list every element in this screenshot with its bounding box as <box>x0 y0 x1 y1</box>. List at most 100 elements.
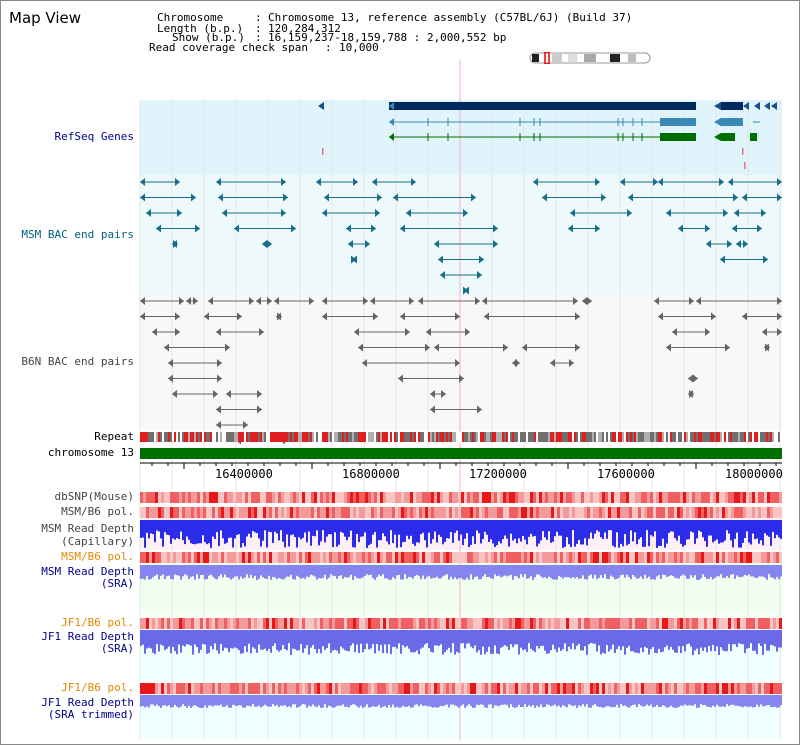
axis-tick-label-1: 16400000 <box>215 467 273 481</box>
bac-pair <box>430 390 446 398</box>
axis-tick-label-3: 17200000 <box>469 467 527 481</box>
bac-pair <box>140 312 180 321</box>
bac-pair <box>418 297 480 305</box>
msm-bac-end-pairs <box>140 178 782 295</box>
genome-track-panel[interactable] <box>138 0 784 745</box>
bac-pair <box>316 178 358 186</box>
bac-pair <box>672 328 710 336</box>
bac-pair <box>216 405 262 414</box>
chromosome-value: Chromosome 13, reference assembly (C57BL… <box>268 11 633 24</box>
label-msm-depth-cap-1: MSM Read Depth <box>41 522 134 535</box>
bac-pair <box>430 405 482 414</box>
bac-pair <box>168 374 222 383</box>
axis-tick-label-2: 16800000 <box>342 467 400 481</box>
msm-b6-pol-track-2 <box>140 552 782 563</box>
bac-pair <box>434 240 498 248</box>
bac-pair <box>208 297 254 305</box>
bac-pair <box>358 343 430 352</box>
bac-pair <box>666 343 730 352</box>
label-dbsnp: dbSNP(Mouse) <box>54 490 134 503</box>
label-jf1-depth-1: JF1 Read Depth <box>41 630 134 643</box>
jf1-depth-trimmed-track <box>140 695 782 708</box>
bac-pair <box>533 178 600 186</box>
bac-pair <box>234 224 296 233</box>
bac-pair <box>696 297 782 305</box>
label-jf1-trim-1: JF1 Read Depth <box>41 696 134 709</box>
b6n-bac-end-pairs <box>140 297 782 445</box>
bac-pair <box>393 193 476 202</box>
bac-pair <box>728 178 782 186</box>
bac-pair <box>354 328 410 336</box>
bac-pair <box>164 343 230 352</box>
label-msm-b6-pol-1: MSM/B6 pol. <box>61 505 134 518</box>
dbsnp-track <box>140 492 782 503</box>
position-axis <box>140 462 782 469</box>
show-value: 16,159,237-18,159,788 : 2,000,552 bp <box>268 31 507 44</box>
msm-depth-capillary-track <box>140 520 782 548</box>
bac-pair <box>140 178 180 186</box>
bac-pair <box>628 193 738 202</box>
bac-pair <box>742 193 782 202</box>
jf1-b6-pol-track-2 <box>140 683 782 694</box>
chromosome-bar <box>140 448 782 459</box>
bac-pair <box>482 297 578 305</box>
bac-pair <box>372 178 416 186</box>
bac-pair <box>204 312 242 321</box>
bac-pair <box>370 297 414 305</box>
label-repeat: Repeat <box>94 430 134 443</box>
bac-pair <box>582 297 592 305</box>
repeat-track <box>140 432 782 442</box>
bac-pair <box>216 328 264 336</box>
bac-pair <box>688 390 694 398</box>
length-value: 120,284,312 <box>268 22 341 35</box>
bac-pair <box>654 297 694 305</box>
bac-pair <box>742 312 782 321</box>
bac-pair <box>570 209 632 217</box>
bac-pair <box>666 209 728 217</box>
label-msm-depth-sra-2: (SRA) <box>100 577 134 590</box>
bac-pair <box>522 343 580 352</box>
bac-pair <box>168 359 222 367</box>
bac-pair <box>658 178 724 186</box>
bac-pair <box>156 224 200 233</box>
bac-pair <box>322 312 378 321</box>
bac-pair <box>706 240 732 248</box>
length-label: Length (b.p.) <box>157 22 244 35</box>
axis-tick-label-5: 18000000 <box>725 467 783 481</box>
chromosome-ideogram[interactable] <box>528 52 652 64</box>
b6n-bac-track-bg <box>140 295 782 430</box>
bac-pair <box>140 193 196 202</box>
bac-pair <box>762 328 782 336</box>
bac-pair <box>172 240 178 248</box>
length-colon: : <box>255 22 262 35</box>
bac-pair <box>400 224 498 233</box>
label-jf1-b6-pol-2: JF1/B6 pol. <box>61 681 134 694</box>
coverage-value: 10,000 <box>339 41 379 54</box>
bac-pair <box>438 255 484 264</box>
bac-pair <box>256 297 272 305</box>
label-b6n-bac: B6N BAC end pairs <box>21 355 134 368</box>
label-msm-bac: MSM BAC end pairs <box>21 228 134 241</box>
bac-pair <box>732 224 762 233</box>
bac-pair <box>276 312 282 321</box>
refseq-gene-group <box>318 102 777 169</box>
bac-pair <box>262 240 272 248</box>
jf1-b6-pol-track-1 <box>140 618 782 629</box>
msm-depth-sra-track <box>140 565 782 580</box>
bac-pair <box>512 359 520 367</box>
bac-pair <box>406 209 468 217</box>
bac-pair <box>400 312 460 321</box>
msm-b6-pol-track-1 <box>140 507 782 518</box>
bac-pair <box>362 359 460 367</box>
axis-tick-label-4: 17600000 <box>597 467 655 481</box>
chromosome-label: Chromosome <box>157 11 224 24</box>
label-jf1-b6-pol-1: JF1/B6 pol. <box>61 616 134 629</box>
bac-pair <box>146 209 182 217</box>
bac-pair <box>678 224 710 233</box>
label-refseq: RefSeq Genes <box>54 130 134 143</box>
bac-pair <box>542 193 606 202</box>
bac-pair <box>172 390 218 398</box>
bac-pair <box>140 297 184 305</box>
bac-pair <box>426 328 470 336</box>
bac-pair <box>736 240 748 248</box>
